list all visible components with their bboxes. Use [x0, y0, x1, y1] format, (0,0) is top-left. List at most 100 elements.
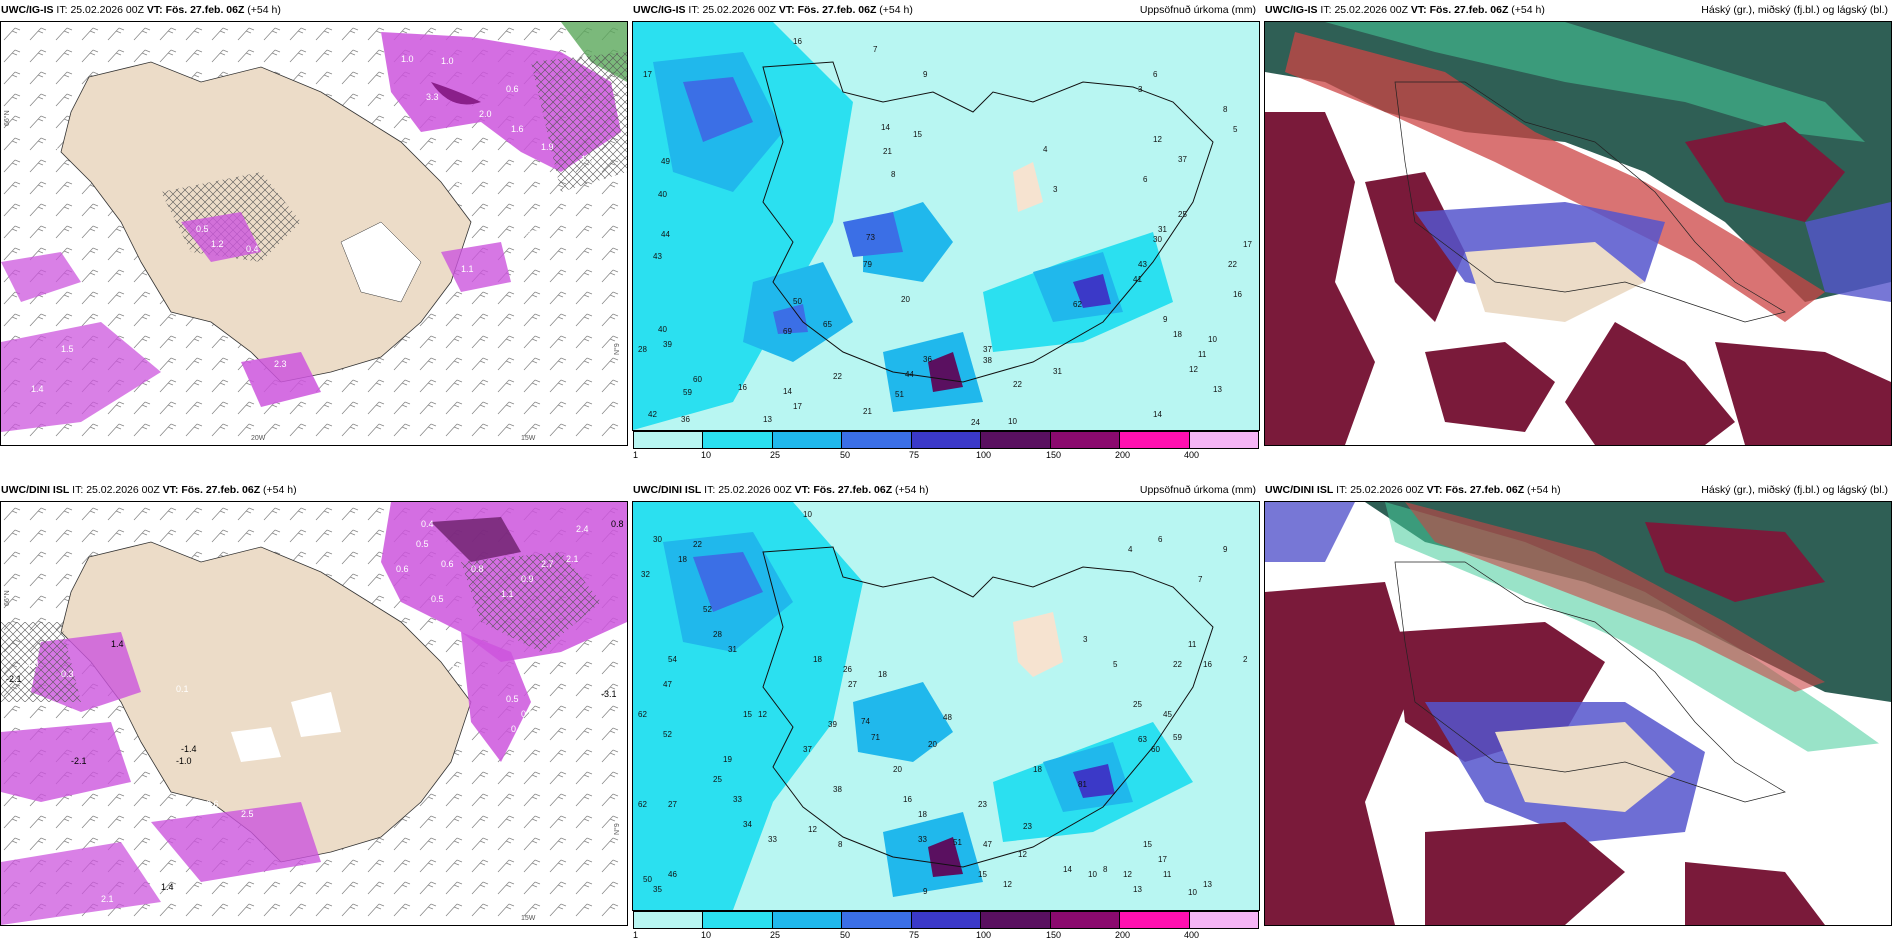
lead-time: (+54 h): [247, 4, 281, 16]
val: 22: [1013, 380, 1022, 389]
val: 9: [1163, 315, 1168, 324]
val: 3.3: [426, 92, 439, 102]
legend-ticks: 1 10 25 50 75 100 150 200 400: [633, 450, 1259, 462]
val: 10: [1008, 417, 1017, 426]
legend-swatch: [1189, 912, 1258, 928]
lon-label-2: 15W: [521, 435, 536, 442]
legend-swatch: [981, 432, 1051, 448]
val: 47: [663, 680, 672, 689]
val: 18: [1173, 330, 1182, 339]
val: 1.2: [211, 239, 224, 249]
val: 52: [703, 605, 712, 614]
val: 30: [653, 535, 662, 544]
val: 5: [1233, 125, 1238, 134]
val: 62: [638, 800, 647, 809]
map-area: 1.0 1.0 3.3 2.0 1.6 1.9 1.5 0.6 1.2 0.5 …: [0, 21, 628, 446]
val: 15: [913, 130, 922, 139]
val: 13: [1203, 880, 1212, 889]
model-name: UWC/IG-IS: [633, 4, 686, 16]
val: 26: [843, 665, 852, 674]
init-time: 25.02.2026 00Z: [702, 4, 776, 16]
vt-label: VT:: [794, 484, 811, 496]
val: 0.7: [511, 724, 524, 734]
val: 69: [783, 327, 792, 336]
val: 0.4: [246, 244, 259, 254]
model-name: UWC/IG-IS: [1, 4, 54, 16]
legend-swatch: [772, 432, 843, 448]
val: 14: [1153, 410, 1162, 419]
it-label: IT:: [704, 484, 716, 496]
val: 44: [661, 230, 670, 239]
val: 2: [1243, 655, 1248, 664]
val: 9: [923, 70, 928, 79]
val: 0.6: [206, 799, 219, 809]
legend-tick: 25: [770, 930, 781, 940]
val: 1.4: [111, 639, 124, 649]
init-time: 25.02.2026 00Z: [1350, 484, 1424, 496]
val: 5: [1113, 660, 1118, 669]
val: 37: [1178, 155, 1187, 164]
val: 1.0: [401, 54, 414, 64]
val: 21: [863, 407, 872, 416]
val: 18: [678, 555, 687, 564]
val: 52: [663, 730, 672, 739]
map-svg: 1.0 1.0 3.3 2.0 1.6 1.9 1.5 0.6 1.2 0.5 …: [1, 22, 627, 445]
val: 43: [653, 252, 662, 261]
legend-tick: 75: [909, 450, 920, 460]
legend-swatch: [703, 432, 773, 448]
val: 11: [1188, 640, 1197, 649]
val: 19: [723, 755, 732, 764]
val: 7: [1198, 575, 1203, 584]
val: 2.1: [101, 894, 114, 904]
val: 0.6: [456, 176, 469, 186]
val: 3: [1138, 85, 1143, 94]
val: 16: [1233, 290, 1242, 299]
panel-igis-clouds: UWC/IG-IS IT: 25.02.2026 00Z VT: Fös. 27…: [1264, 0, 1892, 450]
val: 13: [763, 415, 772, 424]
val: 12: [1189, 365, 1198, 374]
vt-label: VT:: [162, 484, 179, 496]
val: 2.4: [576, 524, 589, 534]
val: 33: [733, 795, 742, 804]
legend-swatch: [1120, 912, 1190, 928]
val: 0.5: [46, 144, 59, 154]
val: 37: [803, 745, 812, 754]
val: 79: [863, 260, 872, 269]
val: 43: [1138, 260, 1147, 269]
val: 1.1: [191, 414, 204, 424]
panel-dini-accum-precip: UWC/DINI ISL IT: 25.02.2026 00Z VT: Fös.…: [632, 480, 1260, 940]
val: 41: [1133, 275, 1142, 284]
legend-tick: 400: [1184, 930, 1200, 940]
val: 0.1: [176, 684, 189, 694]
val: 46: [668, 870, 677, 879]
val: 8: [838, 840, 843, 849]
val: 62: [638, 710, 647, 719]
val: 9: [1223, 545, 1228, 554]
val: 54: [668, 655, 677, 664]
val: 31: [1053, 367, 1062, 376]
val: 18: [1033, 765, 1042, 774]
val: 45: [1163, 710, 1172, 719]
val: 47: [983, 840, 992, 849]
init-time: 25.02.2026 00Z: [70, 4, 144, 16]
val: 0.5: [196, 224, 209, 234]
val: 4: [1128, 545, 1133, 554]
val: 8: [1103, 865, 1108, 874]
val: 0.6: [396, 564, 409, 574]
val: 17: [1158, 855, 1167, 864]
legend-tick: 400: [1184, 450, 1200, 460]
legend-swatch: [981, 912, 1051, 928]
val: 51: [953, 838, 962, 847]
val: 15: [743, 710, 752, 719]
val: 0.9: [521, 574, 534, 584]
panel-header: UWC/IG-IS IT: 25.02.2026 00Z VT: Fös. 27…: [633, 4, 1256, 18]
val: 27: [848, 680, 857, 689]
it-label: IT:: [72, 484, 84, 496]
legend-tick: 50: [840, 450, 851, 460]
val: 10: [803, 510, 812, 519]
legend-swatch: [1120, 432, 1190, 448]
panel-header: UWC/DINI ISL IT: 25.02.2026 00Z VT: Fös.…: [1, 484, 624, 498]
legend-swatch: [772, 912, 843, 928]
val: 11: [1198, 350, 1207, 359]
val: 35: [653, 885, 662, 894]
